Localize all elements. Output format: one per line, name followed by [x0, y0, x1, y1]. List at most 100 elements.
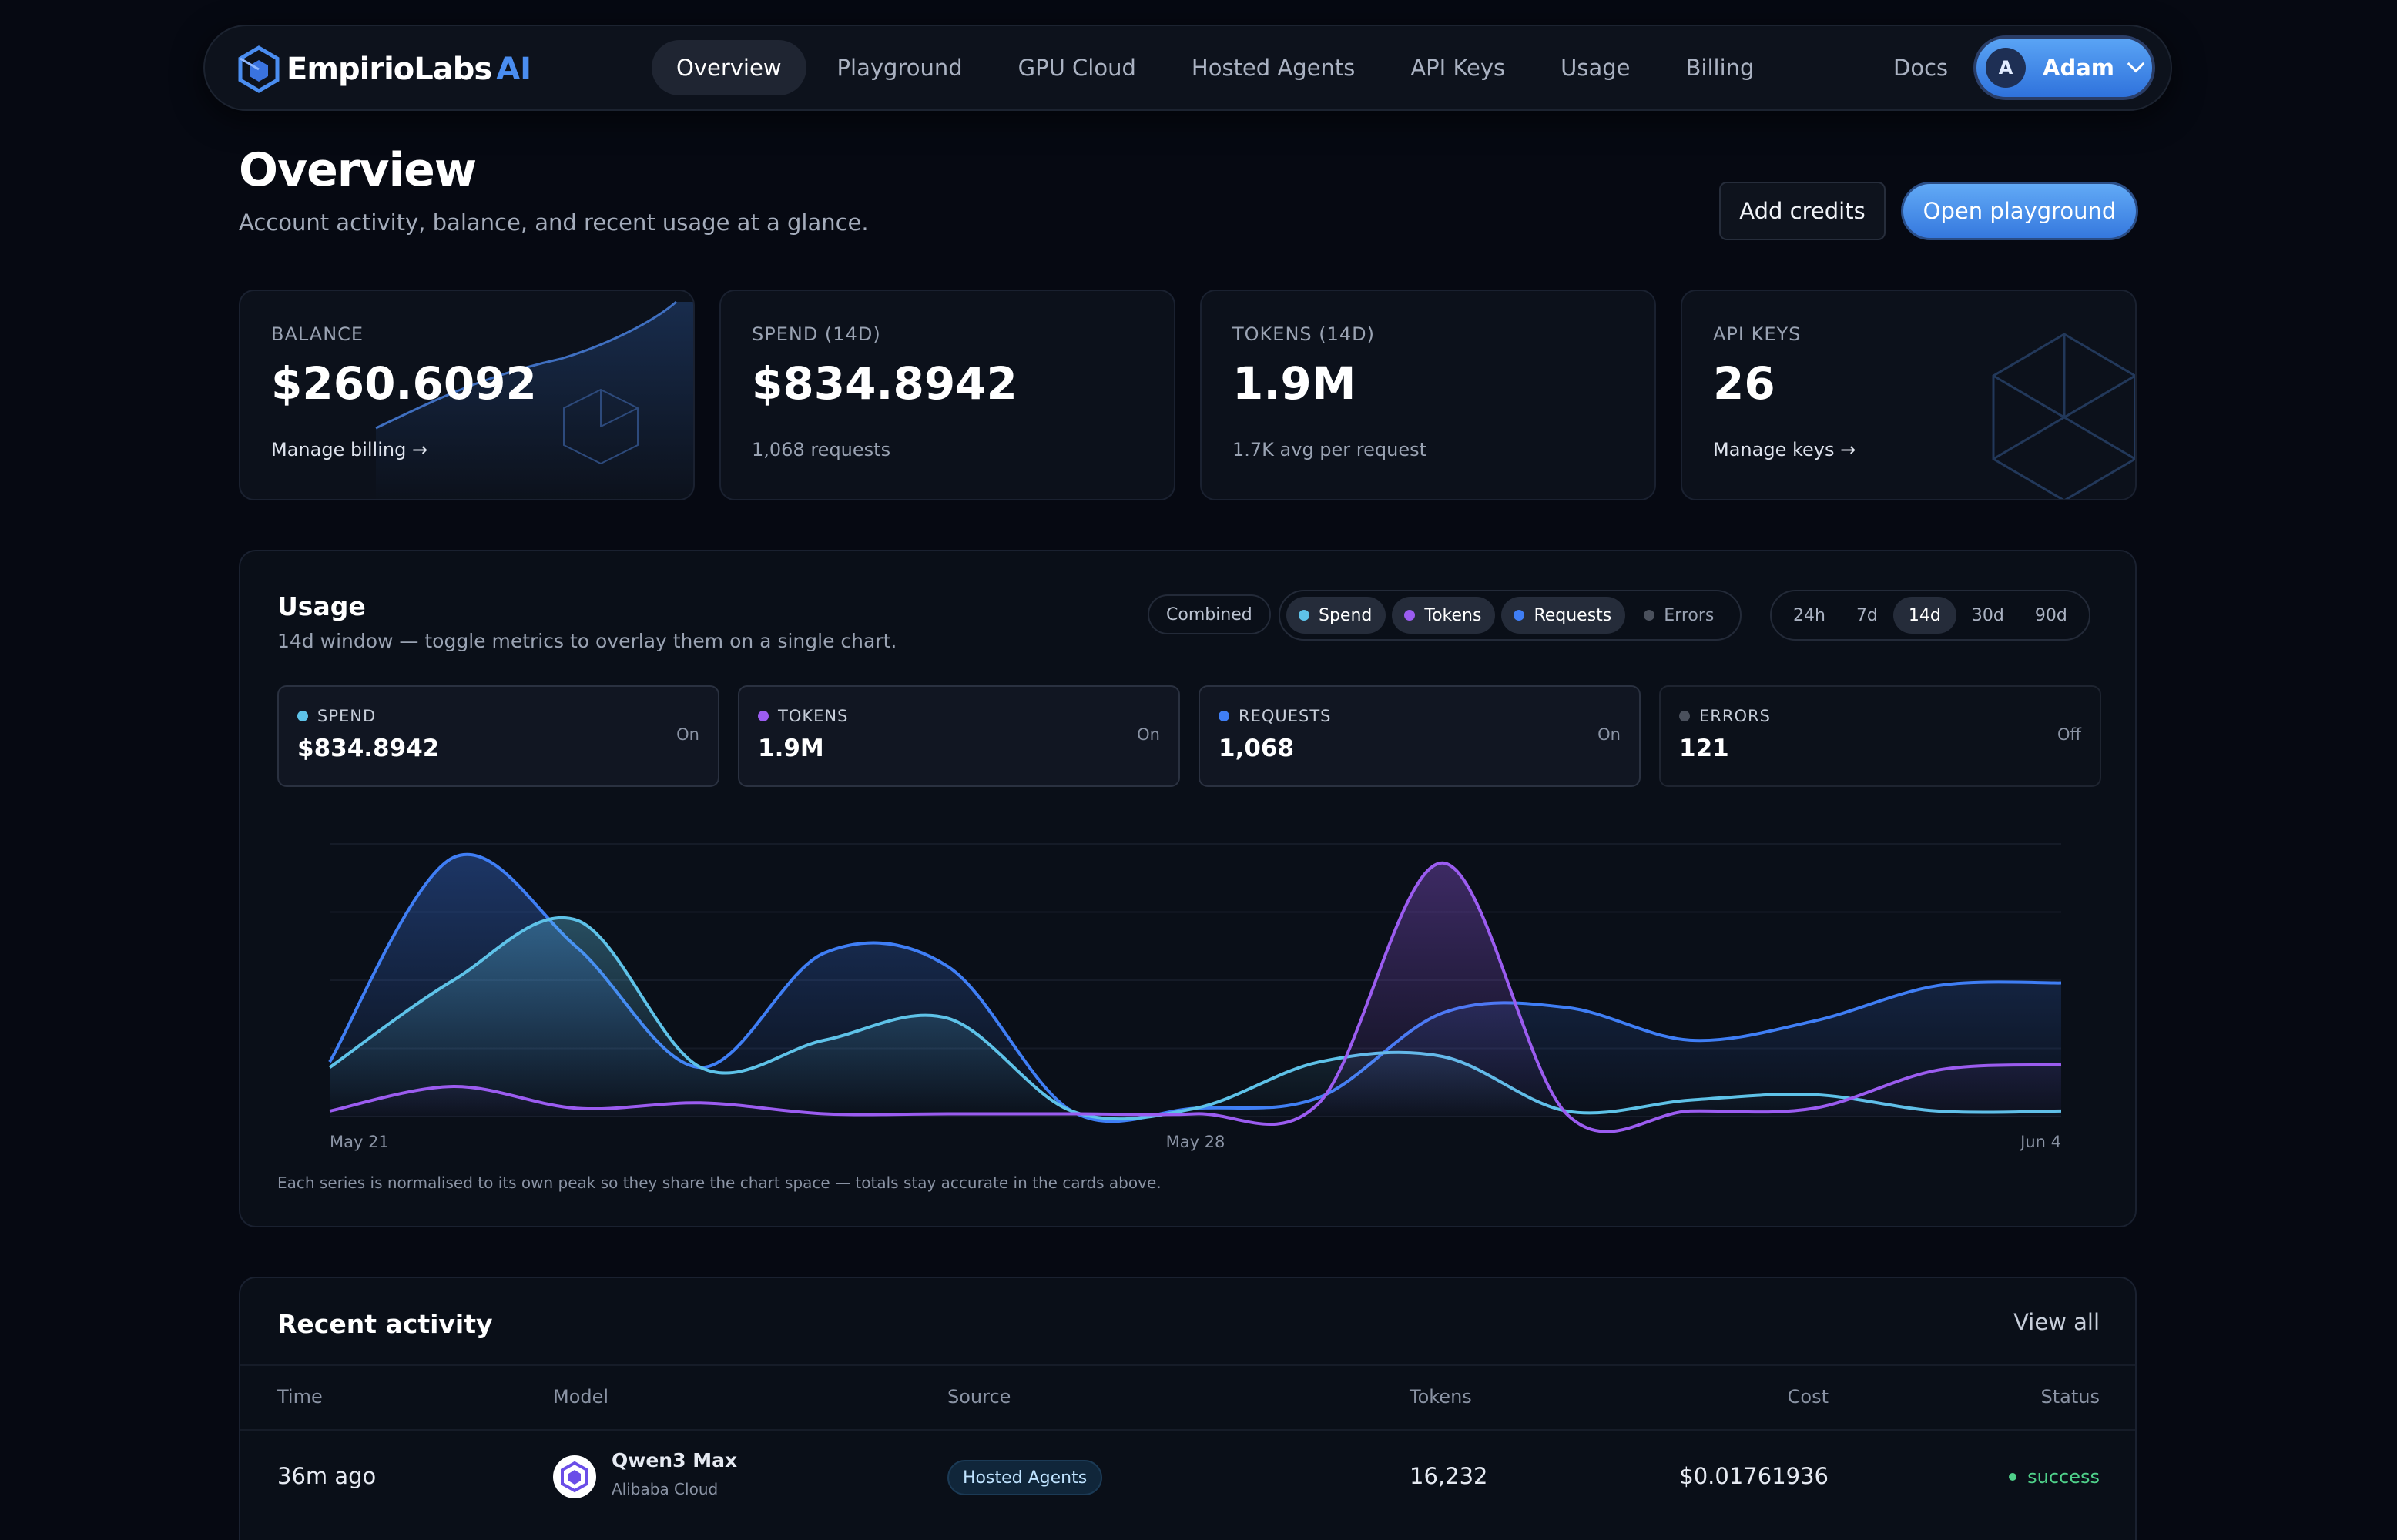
col-status: Status: [2040, 1386, 2100, 1408]
status-badge: success: [2009, 1466, 2100, 1488]
metric-card-spend[interactable]: SPEND $834.8942 On: [277, 685, 719, 787]
page-subtitle: Account activity, balance, and recent us…: [239, 209, 869, 236]
spend-label: SPEND (14D): [752, 323, 881, 345]
toggle-errors-label: Errors: [1664, 605, 1715, 625]
metric-spend-label-wrap: SPEND: [297, 707, 376, 725]
requests-dot: [1514, 610, 1525, 621]
range-90d[interactable]: 90d: [2034, 605, 2067, 625]
metric-card-errors[interactable]: ERRORS 121 Off: [1659, 685, 2101, 787]
toggle-errors[interactable]: Errors: [1631, 597, 1728, 634]
col-model: Model: [553, 1386, 609, 1408]
col-time: Time: [277, 1386, 323, 1408]
row-cost: $0.01761936: [1679, 1463, 1829, 1489]
tokens-avg: 1.7K avg per request: [1232, 439, 1427, 460]
spend-requests: 1,068 requests: [752, 439, 891, 460]
col-cost: Cost: [1787, 1386, 1829, 1408]
requests-dot: [1219, 711, 1229, 721]
docs-link[interactable]: Docs: [1893, 55, 1949, 81]
usage-title: Usage: [277, 591, 366, 621]
qwen-model-icon: [553, 1455, 596, 1498]
tokens-card: TOKENS (14D) 1.9M 1.7K avg per request: [1200, 290, 1656, 500]
cube-logo-icon: [238, 45, 280, 93]
toggle-spend-label: Spend: [1319, 605, 1373, 625]
view-all-link[interactable]: View all: [2013, 1309, 2100, 1335]
toggle-requests-label: Requests: [1534, 605, 1612, 625]
user-name: Adam: [2043, 55, 2114, 81]
metric-tokens-label: TOKENS: [778, 707, 849, 725]
spend-card: SPEND (14D) $834.8942 1,068 requests: [719, 290, 1175, 500]
toggle-requests[interactable]: Requests: [1501, 597, 1626, 634]
metric-card-tokens[interactable]: TOKENS 1.9M On: [738, 685, 1180, 787]
range-30d[interactable]: 30d: [1971, 605, 2004, 625]
series-area-tokens: [330, 862, 2061, 1132]
col-source: Source: [947, 1386, 1011, 1408]
metric-spend-label: SPEND: [317, 707, 377, 725]
combined-toggle[interactable]: Combined: [1148, 594, 1271, 634]
activity-title: Recent activity: [277, 1309, 493, 1339]
nav-hosted-agents[interactable]: Hosted Agents: [1191, 55, 1356, 81]
range-24h[interactable]: 24h: [1793, 605, 1825, 625]
metric-card-requests[interactable]: REQUESTS 1,068 On: [1198, 685, 1641, 787]
metric-tokens-state: On: [1137, 725, 1160, 744]
divider: [240, 1364, 2135, 1366]
metric-requests-value: 1,068: [1219, 735, 1295, 762]
divider: [240, 1429, 2135, 1431]
nav-usage[interactable]: Usage: [1561, 55, 1631, 81]
user-menu-button[interactable]: A Adam: [1973, 35, 2155, 100]
brand-name: EmpirioLabs: [287, 52, 492, 87]
usage-panel: Usage 14d window — toggle metrics to ove…: [239, 550, 2137, 1227]
x-tick-label: May 21: [330, 1133, 389, 1151]
page-title: Overview: [239, 143, 477, 197]
metric-errors-value: 121: [1679, 735, 1729, 762]
toggle-tokens[interactable]: Tokens: [1392, 597, 1496, 634]
tokens-dot: [758, 711, 769, 721]
row-time: 36m ago: [277, 1463, 377, 1489]
range-14d[interactable]: 14d: [1892, 597, 1956, 634]
toggle-spend[interactable]: Spend: [1286, 597, 1386, 634]
nav-gpu-cloud[interactable]: GPU Cloud: [1017, 55, 1136, 81]
metric-tokens-label-wrap: TOKENS: [758, 707, 848, 725]
nav-billing[interactable]: Billing: [1685, 55, 1755, 81]
spend-dot: [297, 711, 308, 721]
range-7d[interactable]: 7d: [1856, 605, 1878, 625]
metric-toggles: Spend Tokens Requests Errors: [1279, 590, 1742, 641]
errors-dot: [1644, 610, 1655, 621]
tokens-dot: [1404, 610, 1416, 621]
status-dot: [2009, 1473, 2017, 1481]
row-model-name: Qwen3 Max: [612, 1449, 738, 1471]
tokens-value: 1.9M: [1232, 357, 1356, 410]
series-line-tokens: [329, 861, 2062, 1133]
avatar: A: [1986, 48, 2026, 88]
api-keys-value: 26: [1713, 357, 1775, 410]
metric-requests-label: REQUESTS: [1239, 707, 1332, 725]
col-tokens: Tokens: [1410, 1386, 1472, 1408]
row-status: success: [2027, 1466, 2100, 1488]
row-model-provider: Alibaba Cloud: [612, 1480, 719, 1498]
api-keys-label: API KEYS: [1713, 323, 1802, 345]
chart-note: Each series is normalised to its own pea…: [277, 1173, 1162, 1192]
balance-card: BALANCE $260.6092 Manage billing →: [239, 290, 695, 500]
spend-dot: [1299, 610, 1309, 621]
balance-label: BALANCE: [271, 323, 364, 345]
errors-dot: [1679, 711, 1690, 721]
open-playground-button[interactable]: Open playground: [1901, 182, 2138, 240]
manage-keys-link[interactable]: Manage keys →: [1713, 439, 1856, 460]
metric-errors-label: ERRORS: [1699, 707, 1771, 725]
brand-logo[interactable]: EmpirioLabs AI: [237, 43, 531, 95]
nav-api-keys[interactable]: API Keys: [1410, 55, 1506, 81]
usage-chart[interactable]: May 21 May 28 Jun 4: [240, 813, 2138, 1152]
tokens-label: TOKENS (14D): [1232, 323, 1376, 345]
metric-requests-state: On: [1597, 725, 1621, 744]
nav-playground[interactable]: Playground: [836, 55, 963, 81]
source-badge: Hosted Agents: [947, 1460, 1103, 1495]
nav-overview[interactable]: Overview: [652, 40, 806, 95]
manage-billing-link[interactable]: Manage billing →: [271, 439, 428, 460]
series-area-requests: [330, 854, 2061, 1122]
series-area-spend: [330, 917, 2061, 1120]
cube-decoration-icon: [1992, 333, 2135, 499]
recent-activity-panel: Recent activity View all Time Model Sour…: [239, 1277, 2137, 1540]
spend-value: $834.8942: [752, 357, 1017, 410]
add-credits-button[interactable]: Add credits: [1719, 182, 1886, 240]
row-tokens: 16,232: [1410, 1463, 1488, 1489]
x-tick-label: Jun 4: [2019, 1133, 2061, 1151]
